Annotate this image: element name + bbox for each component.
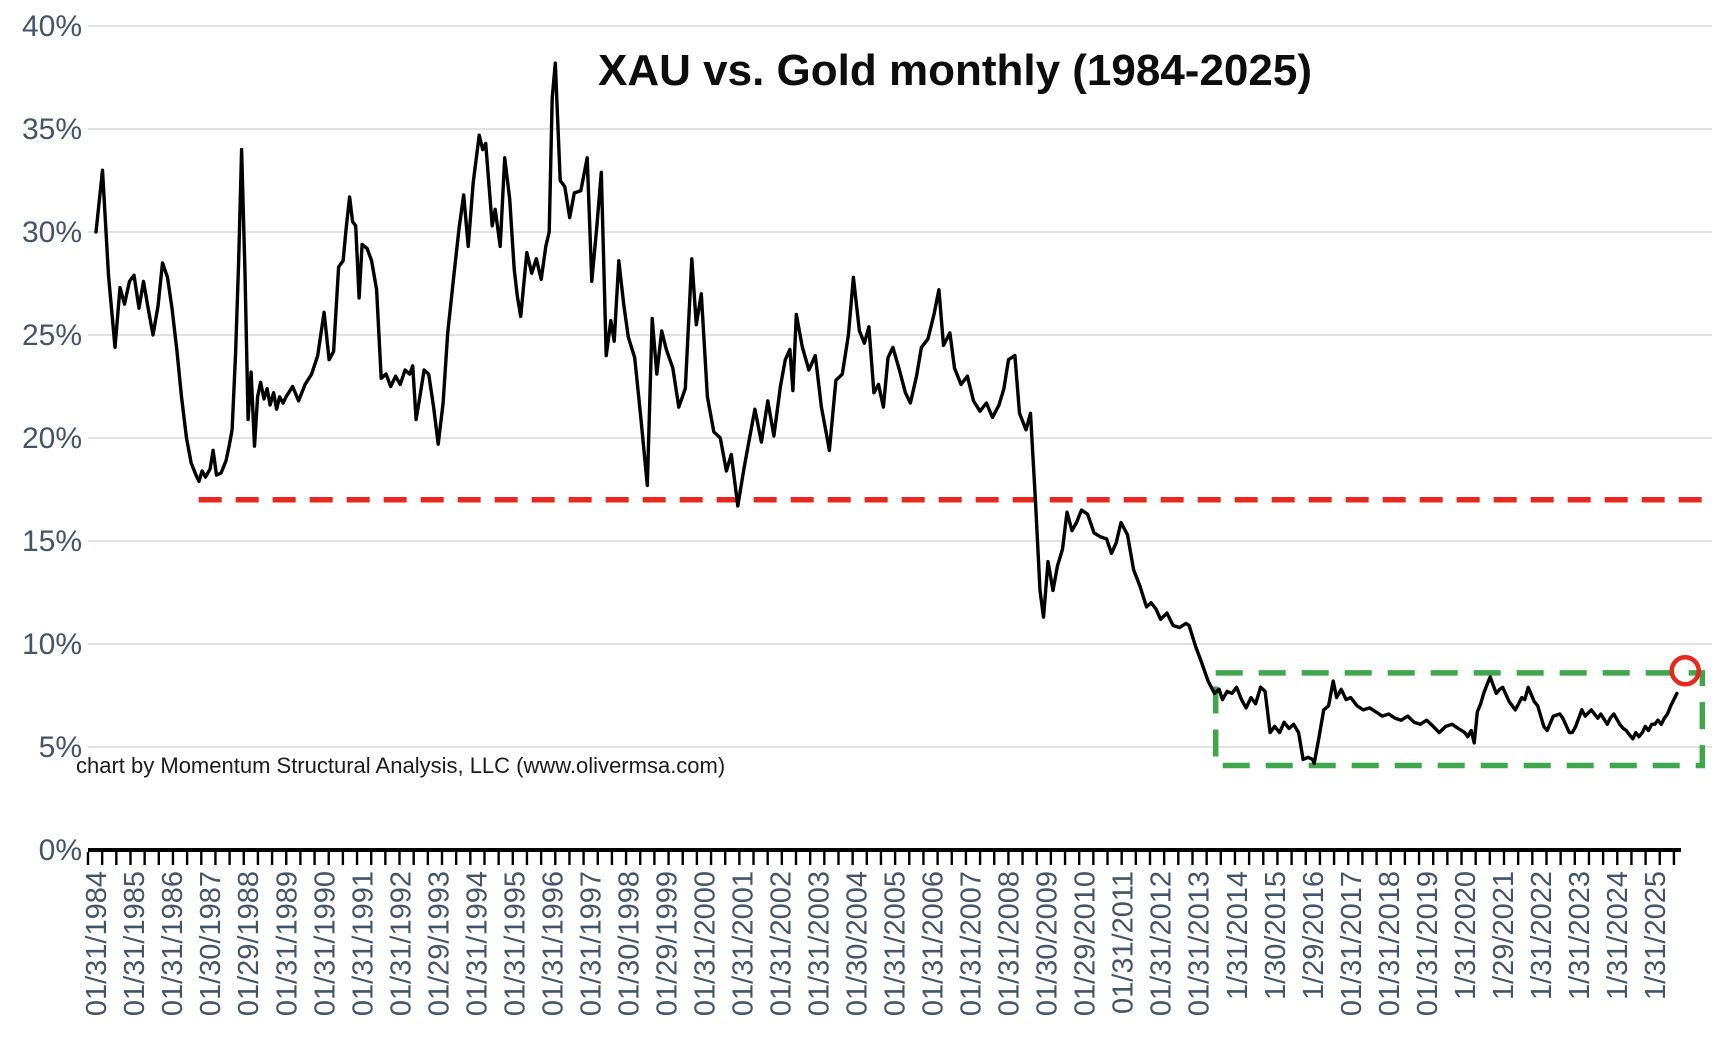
x-tick-label: 01/31/2001 xyxy=(727,871,759,1016)
x-tick-label: 01/31/2017 xyxy=(1336,871,1368,1016)
x-tick-label: 01/29/2010 xyxy=(1070,871,1102,1016)
x-tick-label: 01/30/1998 xyxy=(613,871,645,1016)
x-tick-label: 1/30/2015 xyxy=(1260,871,1292,1000)
x-tick-label: 01/31/1991 xyxy=(347,871,379,1016)
y-tick-label: 20% xyxy=(22,422,82,455)
x-tick-label: 01/31/1994 xyxy=(461,871,493,1016)
x-tick-label: 01/31/1992 xyxy=(385,871,417,1016)
x-tick-label: 1/31/2024 xyxy=(1602,871,1634,1000)
y-tick-label: 25% xyxy=(22,319,82,352)
x-tick-label: 01/31/2003 xyxy=(804,871,836,1016)
x-tick-label: 01/31/1989 xyxy=(271,871,303,1016)
x-tick-label: 01/31/2005 xyxy=(880,871,912,1016)
x-tick-label: 01/31/1990 xyxy=(309,871,341,1016)
x-tick-label: 1/29/2021 xyxy=(1488,871,1520,1000)
x-tick-label: 01/31/1997 xyxy=(575,871,607,1016)
y-tick-label: 10% xyxy=(22,628,82,661)
ratio-line xyxy=(94,61,1679,766)
x-tick-label: 01/31/2007 xyxy=(956,871,988,1016)
x-tick-label: 01/31/2019 xyxy=(1412,871,1444,1016)
x-tick-label: 01/30/2009 xyxy=(1032,871,1064,1016)
x-tick-label: 01/31/2013 xyxy=(1184,871,1216,1016)
x-tick-label: 01/31/1996 xyxy=(537,871,569,1016)
x-tick-label: 1/31/2022 xyxy=(1526,871,1558,1000)
y-tick-label: 40% xyxy=(22,10,82,43)
x-tick-label: 01/31/2006 xyxy=(918,871,950,1016)
x-tick-labels: 01/31/1984 01/31/1985 01/31/1986 01/30/1987… xyxy=(81,871,1672,1016)
y-tick-label: 0% xyxy=(39,834,82,867)
x-tick-label: 01/30/2004 xyxy=(842,871,874,1016)
x-tick-label: 01/31/1985 xyxy=(119,871,151,1016)
x-tick-label: 01/31/2012 xyxy=(1146,871,1178,1016)
x-tick-label: 01/31/2018 xyxy=(1374,871,1406,1016)
y-gridlines xyxy=(88,25,1712,748)
x-tick-label: 01/31/1986 xyxy=(157,871,189,1016)
x-tick-label: 1/31/2025 xyxy=(1640,871,1672,1000)
current-value-marker xyxy=(1669,655,1701,687)
x-tick-label: 01/31/2000 xyxy=(689,871,721,1016)
x-tick-label: 01/31/1995 xyxy=(499,871,531,1016)
y-tick-label: 5% xyxy=(39,731,82,764)
chart-title: XAU vs. Gold monthly (1984-2025) xyxy=(598,46,1312,95)
x-tick-label: 1/31/2020 xyxy=(1450,871,1482,1000)
x-tick-label: 01/31/1984 xyxy=(81,871,113,1016)
x-tick-label: 01/31/2011 xyxy=(1108,871,1140,1014)
x-tick-label: 01/29/1999 xyxy=(651,871,683,1016)
x-tick-label: 1/31/2023 xyxy=(1564,871,1596,1000)
x-tick-label: 01/30/1987 xyxy=(195,871,227,1016)
credit-line: chart by Momentum Structural Analysis, L… xyxy=(76,753,726,778)
y-tick-labels: 0% 5% 10% 15% 20% 25% 30% 35% 40% xyxy=(22,10,82,867)
x-tick-label: 01/31/2002 xyxy=(766,871,798,1016)
x-tick-label: 1/31/2014 xyxy=(1222,871,1254,1000)
y-tick-label: 15% xyxy=(22,525,82,558)
x-axis-ticks xyxy=(86,852,1676,865)
x-tick-label: 01/31/2008 xyxy=(994,871,1026,1016)
x-tick-label: 01/29/1988 xyxy=(233,871,265,1016)
x-tick-label: 01/29/1993 xyxy=(423,871,455,1016)
breakout-box xyxy=(1212,670,1706,769)
x-tick-label: 1/29/2016 xyxy=(1298,871,1330,1000)
y-tick-label: 30% xyxy=(22,216,82,249)
y-tick-label: 35% xyxy=(22,113,82,146)
